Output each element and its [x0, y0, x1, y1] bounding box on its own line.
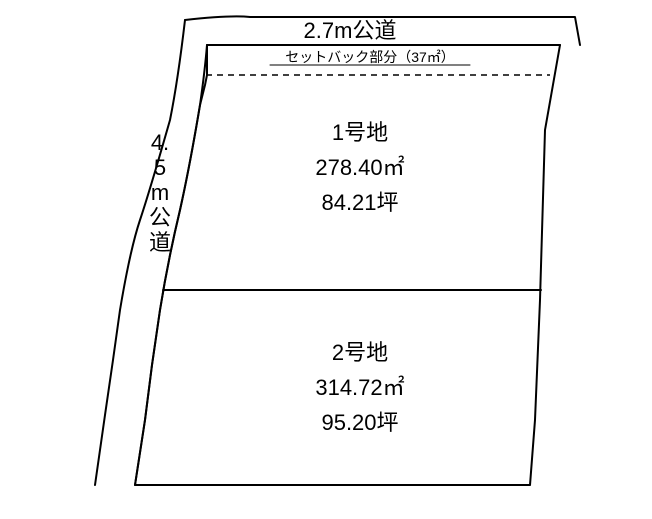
setback-label: セットバック部分（37㎡） [285, 49, 455, 65]
lot1-name: 1号地 [332, 120, 388, 145]
road-left-label-3: 公 [149, 205, 171, 230]
road-left-label-2: m [151, 180, 169, 205]
road-top-label: 2.7m公道 [304, 18, 397, 43]
site-plan: 2.7m公道 4. 5 m 公 道 セットバック部分（37㎡） 1号地 278.… [0, 0, 652, 519]
lot2-m2: 314.72㎡ [315, 375, 404, 400]
lot1-tsubo: 84.21坪 [321, 190, 398, 215]
lot2-name: 2号地 [332, 340, 388, 365]
lot1-m2: 278.40㎡ [315, 155, 404, 180]
lot2-tsubo: 95.20坪 [321, 410, 398, 435]
road-left-label-4: 道 [149, 230, 171, 255]
